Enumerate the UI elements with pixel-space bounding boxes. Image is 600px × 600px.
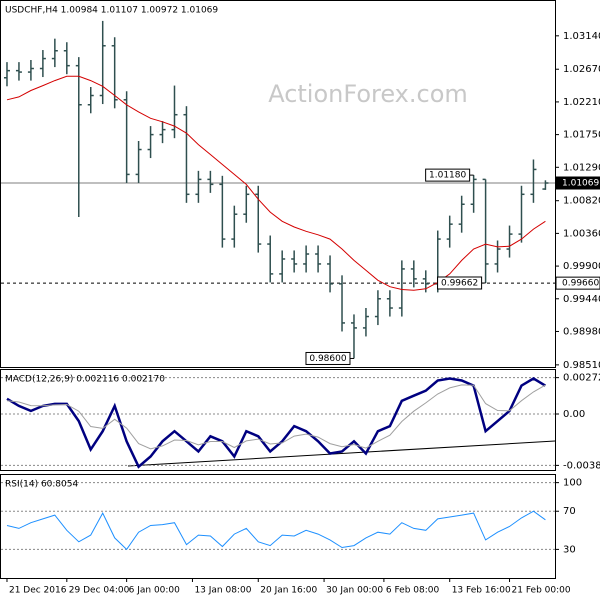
trend-line <box>127 440 556 467</box>
y-tick-label: 0.002727 <box>563 373 600 384</box>
annotation-box <box>305 351 351 365</box>
x-tick-label: 29 Dec 04:00 <box>69 586 130 596</box>
annotation-label: 0.98600 <box>309 354 346 364</box>
y-tick-label: 0.98510 <box>563 360 600 371</box>
y-tick-label: 1.01290 <box>563 162 600 173</box>
y-tick-label: 1.00820 <box>563 196 600 207</box>
y-tick-label: -0.003854 <box>563 460 600 471</box>
annotation-box <box>425 168 471 182</box>
price-panel <box>0 0 556 368</box>
y-tick-label: 0.00 <box>563 409 585 420</box>
rsi-panel <box>0 474 556 579</box>
y-tick-label: 30 <box>563 544 576 555</box>
y-tick-label: 1.03140 <box>563 31 600 42</box>
y-tick-label: 1.01750 <box>563 130 600 141</box>
x-tick-label: 21 Dec 2016 <box>9 586 67 596</box>
y-tick-label: 1.02210 <box>563 97 600 108</box>
panel-title: USDCHF,H4 1.00984 1.01107 1.00972 1.0106… <box>5 6 218 16</box>
annotation-box <box>437 276 483 290</box>
level-label: 0.99660 <box>562 279 599 289</box>
x-tick-label: 30 Jan 00:00 <box>326 586 383 596</box>
x-tick-label: 6 Jan 00:00 <box>129 586 181 596</box>
y-tick-label: 100 <box>563 478 582 489</box>
x-tick-label: 13 Jan 08:00 <box>194 586 251 596</box>
level-box <box>555 176 600 190</box>
y-tick-label: 70 <box>563 506 576 517</box>
macd-panel <box>0 369 556 471</box>
watermark: ActionForex.com <box>268 80 468 108</box>
series-line <box>6 377 547 469</box>
level-label: 1.01069 <box>562 179 599 189</box>
y-tick-label: 1.02670 <box>563 64 600 75</box>
x-tick-label: 20 Jan 16:00 <box>260 586 317 596</box>
x-tick-label: 13 Feb 16:00 <box>452 586 511 596</box>
series-line <box>6 510 546 551</box>
panel-title: RSI(14) 60.8054 <box>5 480 78 490</box>
panel-title: MACD(12,26,9) 0.002116 0.002170 <box>5 375 165 385</box>
level-box <box>555 276 600 290</box>
series-line <box>6 75 546 291</box>
series-line <box>6 384 546 450</box>
x-tick-label: 6 Feb 08:00 <box>386 586 440 596</box>
annotation-label: 0.99662 <box>441 278 478 288</box>
annotation-label: 1.01180 <box>429 171 466 181</box>
x-tick-label: 21 Feb 00:00 <box>512 586 571 596</box>
